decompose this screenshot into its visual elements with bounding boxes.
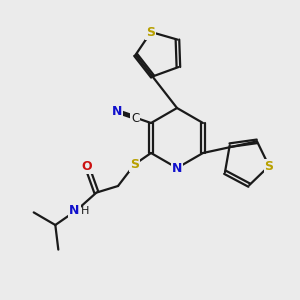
Text: O: O: [81, 160, 92, 173]
Text: N: N: [112, 105, 122, 118]
Text: N: N: [172, 161, 182, 175]
Text: C: C: [131, 112, 140, 125]
Text: H: H: [81, 206, 89, 217]
Text: S: S: [130, 158, 139, 171]
Text: S: S: [146, 26, 155, 38]
Text: N: N: [69, 203, 80, 217]
Text: S: S: [265, 160, 274, 172]
